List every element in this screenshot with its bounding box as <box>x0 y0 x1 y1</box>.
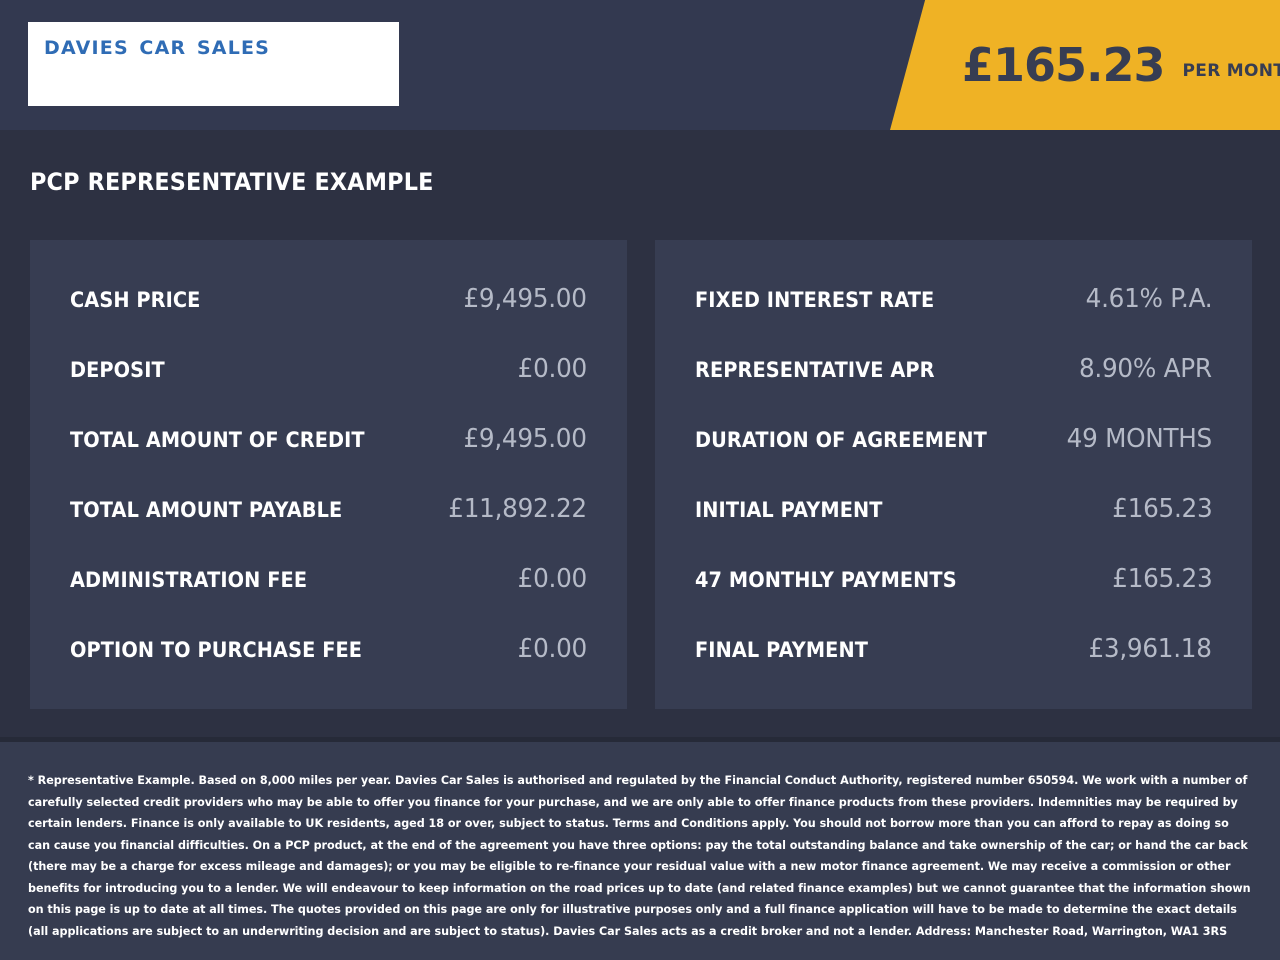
disclaimer-text: * Representative Example. Based on 8,000… <box>28 773 1251 938</box>
row-label: REPRESENTATIVE APR <box>695 358 935 382</box>
row-label: TOTAL AMOUNT PAYABLE <box>70 498 343 522</box>
row-label: INITIAL PAYMENT <box>695 498 883 522</box>
row-label: FIXED INTEREST RATE <box>695 288 935 312</box>
row-value: 4.61% P.A. <box>1085 284 1212 314</box>
dealer-logo[interactable]: Davies Car Sales <box>28 22 399 106</box>
row-label: OPTION TO PURCHASE FEE <box>70 638 363 662</box>
row-label: DEPOSIT <box>70 358 165 382</box>
table-row: FINAL PAYMENT £3,961.18 <box>695 634 1212 704</box>
disclaimer-divider <box>0 737 1280 742</box>
row-value: 8.90% APR <box>1079 354 1212 384</box>
table-row: ADMINISTRATION FEE £0.00 <box>70 564 587 634</box>
row-label: DURATION OF AGREEMENT <box>695 428 987 452</box>
finance-summary-panel-left: CASH PRICE £9,495.00 DEPOSIT £0.00 TOTAL… <box>30 240 627 709</box>
row-value: £9,495.00 <box>463 284 587 314</box>
finance-summary-panel-right: FIXED INTEREST RATE 4.61% P.A. REPRESENT… <box>655 240 1252 709</box>
table-row: TOTAL AMOUNT PAYABLE £11,892.22 <box>70 494 587 564</box>
table-row: REPRESENTATIVE APR 8.90% APR <box>695 354 1212 424</box>
table-row: FIXED INTEREST RATE 4.61% P.A. <box>695 284 1212 354</box>
disclaimer-band: * Representative Example. Based on 8,000… <box>0 742 1280 960</box>
row-label: CASH PRICE <box>70 288 201 312</box>
table-row: OPTION TO PURCHASE FEE £0.00 <box>70 634 587 704</box>
row-value: £9,495.00 <box>463 424 587 454</box>
table-row: 47 MONTHLY PAYMENTS £165.23 <box>695 564 1212 634</box>
page-title: PCP REPRESENTATIVE EXAMPLE <box>30 168 434 196</box>
row-value: £165.23 <box>1111 494 1212 524</box>
monthly-price-amount: £165.23 <box>962 38 1166 92</box>
row-label: 47 MONTHLY PAYMENTS <box>695 568 957 592</box>
row-value: £165.23 <box>1111 564 1212 594</box>
table-row: DEPOSIT £0.00 <box>70 354 587 424</box>
row-value: £0.00 <box>517 634 588 664</box>
row-value: £11,892.22 <box>448 494 587 524</box>
dealer-logo-text: Davies Car Sales <box>44 30 271 61</box>
row-value: £0.00 <box>517 354 588 384</box>
row-label: TOTAL AMOUNT OF CREDIT <box>70 428 365 452</box>
row-label: ADMINISTRATION FEE <box>70 568 308 592</box>
page-header: Davies Car Sales £165.23 PER MONTH* <box>0 0 1280 130</box>
table-row: DURATION OF AGREEMENT 49 MONTHS <box>695 424 1212 494</box>
row-label: FINAL PAYMENT <box>695 638 869 662</box>
row-value: 49 MONTHS <box>1066 424 1213 454</box>
row-value: £3,961.18 <box>1088 634 1212 664</box>
table-row: TOTAL AMOUNT OF CREDIT £9,495.00 <box>70 424 587 494</box>
monthly-price-banner: £165.23 PER MONTH* <box>890 0 1280 130</box>
row-value: £0.00 <box>517 564 588 594</box>
table-row: CASH PRICE £9,495.00 <box>70 284 587 354</box>
monthly-price-suffix: PER MONTH* <box>1182 61 1280 81</box>
table-row: INITIAL PAYMENT £165.23 <box>695 494 1212 564</box>
